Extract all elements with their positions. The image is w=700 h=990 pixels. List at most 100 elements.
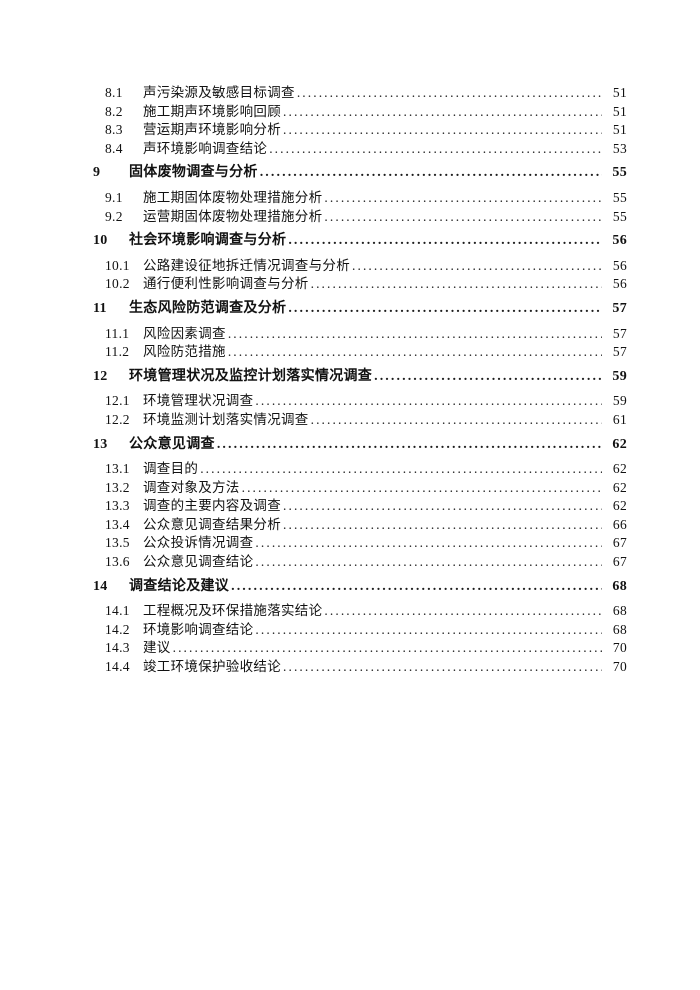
entry-number: 14 bbox=[93, 578, 108, 594]
toc-entry: 13.3 调查的主要内容及调查 62 bbox=[93, 497, 627, 516]
dot-leader bbox=[283, 497, 602, 516]
toc-entry: 9.1 施工期固体废物处理措施分析 55 bbox=[93, 189, 627, 208]
entry-page-number: 67 bbox=[612, 554, 627, 570]
entry-title: 施工期声环境影响回顾 bbox=[143, 103, 281, 119]
dot-leader bbox=[324, 208, 602, 227]
entry-page-number: 62 bbox=[612, 461, 627, 477]
toc-entry: 13.4 公众意见调查结果分析 66 bbox=[93, 516, 627, 535]
entry-page-number: 56 bbox=[612, 233, 627, 249]
entry-number: 13.2 bbox=[105, 479, 130, 495]
entry-title: 环境影响调查结论 bbox=[143, 621, 254, 637]
entry-number: 10 bbox=[93, 233, 108, 249]
table-of-contents: 8.1 声污染源及敏感目标调查 51 8.2 施工期声环境影响回顾 51 8.3… bbox=[93, 84, 627, 677]
entry-title: 调查目的 bbox=[143, 461, 199, 477]
dot-leader bbox=[288, 232, 602, 251]
toc-entry: 14.1 工程概况及环保措施落实结论 68 bbox=[93, 602, 627, 621]
dot-leader bbox=[228, 343, 602, 362]
entry-title: 环境监测计划落实情况调查 bbox=[143, 411, 309, 427]
toc-entry: 8.2 施工期声环境影响回顾 51 bbox=[93, 103, 627, 122]
entry-title: 营运期声环境影响分析 bbox=[143, 122, 281, 138]
dot-leader bbox=[173, 639, 602, 658]
entry-page-number: 56 bbox=[612, 257, 627, 273]
toc-entry: 14 调查结论及建议 68 bbox=[93, 578, 627, 597]
entry-number: 13.5 bbox=[105, 535, 130, 551]
entry-number: 14.3 bbox=[105, 640, 130, 656]
entry-title: 调查对象及方法 bbox=[143, 479, 240, 495]
dot-leader bbox=[283, 121, 602, 140]
entry-title: 声环境影响调查结论 bbox=[143, 140, 268, 156]
entry-number: 13.3 bbox=[105, 498, 130, 514]
dot-leader bbox=[231, 578, 602, 597]
dot-leader bbox=[297, 84, 602, 103]
toc-entry: 8.1 声污染源及敏感目标调查 51 bbox=[93, 84, 627, 103]
entry-number: 9 bbox=[93, 165, 101, 181]
dot-leader bbox=[311, 411, 602, 430]
entry-title: 施工期固体废物处理措施分析 bbox=[143, 189, 323, 205]
toc-entry: 10 社会环境影响调查与分析 56 bbox=[93, 232, 627, 251]
entry-number: 8.3 bbox=[105, 122, 123, 138]
toc-entry: 11.2 风险防范措施 57 bbox=[93, 343, 627, 362]
entry-number: 9.1 bbox=[105, 189, 123, 205]
dot-leader bbox=[217, 436, 602, 455]
entry-title: 工程概况及环保措施落实结论 bbox=[143, 603, 323, 619]
entry-title: 公众意见调查 bbox=[129, 436, 215, 452]
entry-page-number: 57 bbox=[612, 344, 627, 360]
entry-title: 建议 bbox=[143, 640, 171, 656]
entry-title: 调查结论及建议 bbox=[129, 578, 230, 594]
entry-number: 12.2 bbox=[105, 411, 130, 427]
toc-entry: 8.3 营运期声环境影响分析 51 bbox=[93, 121, 627, 140]
toc-entry: 13 公众意见调查 62 bbox=[93, 436, 627, 455]
entry-number: 14.4 bbox=[105, 659, 130, 675]
toc-entry: 14.4 竣工环境保护验收结论 70 bbox=[93, 658, 627, 677]
entry-title: 竣工环境保护验收结论 bbox=[143, 659, 281, 675]
entry-number: 10.2 bbox=[105, 276, 130, 292]
entry-page-number: 53 bbox=[612, 140, 627, 156]
entry-number: 10.1 bbox=[105, 257, 130, 273]
entry-page-number: 57 bbox=[612, 300, 627, 316]
dot-leader bbox=[283, 103, 602, 122]
entry-page-number: 70 bbox=[612, 659, 627, 675]
entry-page-number: 55 bbox=[612, 189, 627, 205]
toc-entry: 13.6 公众意见调查结论 67 bbox=[93, 553, 627, 572]
entry-title: 调查的主要内容及调查 bbox=[143, 498, 281, 514]
entry-page-number: 68 bbox=[612, 621, 627, 637]
dot-leader bbox=[324, 189, 602, 208]
toc-entry: 10.1 公路建设征地拆迁情况调查与分析 56 bbox=[93, 257, 627, 276]
entry-number: 11 bbox=[93, 300, 107, 316]
dot-leader bbox=[352, 257, 602, 276]
entry-page-number: 70 bbox=[612, 640, 627, 656]
entry-number: 8.4 bbox=[105, 140, 123, 156]
entry-number: 13.4 bbox=[105, 516, 130, 532]
entry-number: 14.1 bbox=[105, 603, 130, 619]
entry-title: 固体废物调查与分析 bbox=[129, 165, 258, 181]
entry-number: 8.2 bbox=[105, 103, 123, 119]
entry-page-number: 66 bbox=[612, 516, 627, 532]
toc-entry: 9.2 运营期固体废物处理措施分析 55 bbox=[93, 208, 627, 227]
dot-leader bbox=[200, 460, 602, 479]
entry-page-number: 51 bbox=[612, 85, 627, 100]
dot-leader bbox=[242, 479, 602, 498]
entry-number: 11.1 bbox=[105, 325, 130, 341]
dot-leader bbox=[283, 658, 602, 677]
dot-leader bbox=[255, 392, 602, 411]
entry-page-number: 51 bbox=[612, 122, 627, 138]
entry-page-number: 62 bbox=[612, 436, 627, 452]
toc-entry: 12.1 环境管理状况调查 59 bbox=[93, 392, 627, 411]
entry-title: 运营期固体废物处理措施分析 bbox=[143, 208, 323, 224]
entry-page-number: 62 bbox=[612, 479, 627, 495]
dot-leader bbox=[311, 275, 602, 294]
toc-entry: 13.5 公众投诉情况调查 67 bbox=[93, 534, 627, 553]
entry-number: 12 bbox=[93, 368, 108, 384]
entry-title: 环境管理状况调查 bbox=[143, 393, 254, 409]
toc-entry: 11 生态风险防范调查及分析 57 bbox=[93, 300, 627, 319]
entry-title: 风险因素调查 bbox=[143, 325, 226, 341]
entry-number: 14.2 bbox=[105, 621, 130, 637]
toc-entry: 12 环境管理状况及监控计划落实情况调查 59 bbox=[93, 368, 627, 387]
entry-number: 12.1 bbox=[105, 393, 130, 409]
toc-entry: 14.2 环境影响调查结论 68 bbox=[93, 621, 627, 640]
dot-leader bbox=[324, 602, 602, 621]
entry-page-number: 68 bbox=[612, 603, 627, 619]
entry-number: 9.2 bbox=[105, 208, 123, 224]
entry-page-number: 68 bbox=[612, 578, 627, 594]
